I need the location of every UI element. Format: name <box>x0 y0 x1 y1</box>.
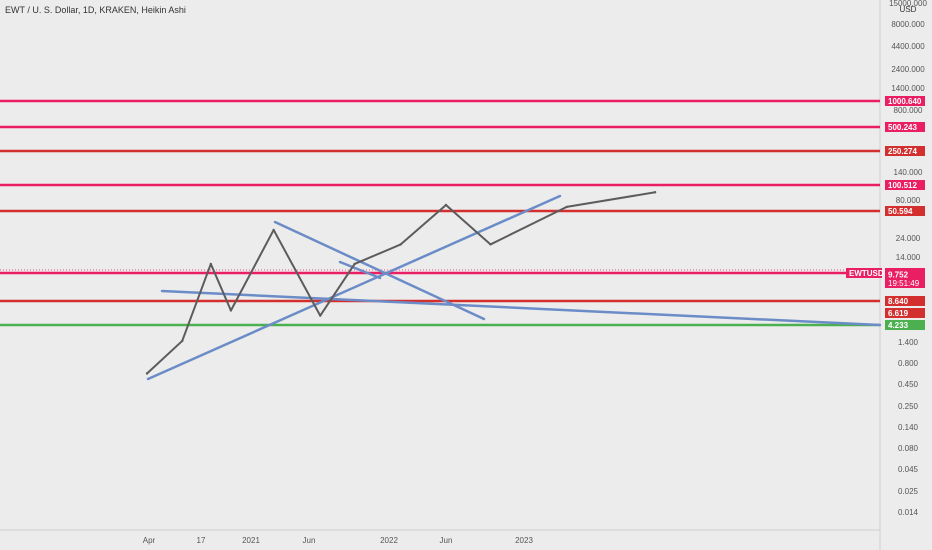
currency-label: USD <box>900 5 917 14</box>
countdown-badge <box>885 278 925 288</box>
price-point <box>229 309 233 312</box>
price-axis[interactable]: 15000.000 8000.000 4400.000 2400.000 1400.00… <box>889 0 927 517</box>
price-tick-label: 800.000 <box>894 106 923 115</box>
price-point <box>399 243 402 246</box>
price-badge-text: 1000.640 <box>888 97 922 106</box>
time-tick-label: 2022 <box>380 536 398 545</box>
price-point <box>444 203 448 207</box>
trendline[interactable] <box>273 220 486 321</box>
trendlines[interactable] <box>146 194 882 381</box>
price-tick-label: 2400.000 <box>891 65 925 74</box>
time-tick-label: Jun <box>440 536 453 545</box>
time-tick-label: Jun <box>303 536 316 545</box>
price-tick-label: 0.800 <box>898 359 919 368</box>
symbol-label: EWTUSD <box>849 269 884 278</box>
price-tick-label: 0.140 <box>898 423 919 432</box>
time-tick-label: Apr <box>143 536 156 545</box>
price-tick-label: 14.000 <box>896 253 921 262</box>
countdown-text: 19:51:49 <box>888 279 920 288</box>
price-tick-label: 0.450 <box>898 380 919 389</box>
price-tick-label: 0.045 <box>898 465 919 474</box>
price-point <box>272 228 275 232</box>
price-point <box>489 243 492 246</box>
price-badge <box>885 296 925 306</box>
price-badge <box>885 146 925 156</box>
time-tick-label: 17 <box>197 536 206 545</box>
price-badge <box>885 320 925 330</box>
symbol-badge <box>846 268 882 278</box>
price-tick-label: 0.250 <box>898 402 919 411</box>
price-badge-text: 8.640 <box>888 297 909 306</box>
price-badge <box>885 269 925 280</box>
price-badge-text: 9.752 <box>888 271 909 280</box>
price-badge-text: 250.274 <box>888 147 917 156</box>
price-tick-label: 15000.000 <box>889 0 927 8</box>
price-badge-text: 6.619 <box>888 309 909 318</box>
price-badge-text: 50.594 <box>888 207 913 216</box>
price-badge <box>885 122 925 132</box>
price-badge-text: 100.512 <box>888 181 917 190</box>
price-badge <box>885 96 925 106</box>
trendline[interactable] <box>146 194 562 381</box>
price-point <box>565 205 568 209</box>
price-badge <box>885 308 925 318</box>
time-axis[interactable]: Apr 17 2021 Jun 2022 Jun 2023 <box>143 536 534 545</box>
price-tick-label: 0.080 <box>898 444 919 453</box>
price-tick-label: 140.000 <box>894 168 923 177</box>
price-badge <box>885 206 925 216</box>
trendline[interactable] <box>338 260 382 280</box>
price-point <box>319 314 322 317</box>
price-label-badges: 1000.640500.243250.274100.51250.5949.822… <box>846 96 925 330</box>
price-line <box>146 191 656 375</box>
price-badge-text: 4.233 <box>888 321 909 330</box>
time-tick-label: 2021 <box>242 536 260 545</box>
price-point <box>181 339 184 343</box>
price-point <box>145 372 149 375</box>
price-point <box>209 262 213 266</box>
price-tick-label: 4400.000 <box>891 42 925 51</box>
time-tick-label: 2023 <box>515 536 533 545</box>
price-tick-label: 1.400 <box>898 338 919 347</box>
horizontal-levels[interactable] <box>0 99 880 327</box>
chart-title: EWT / U. S. Dollar, 1D, KRAKEN, Heikin A… <box>5 5 186 15</box>
price-tick-label: 24.000 <box>896 234 921 243</box>
price-tick-label: 80.000 <box>896 196 921 205</box>
trendline[interactable] <box>160 289 882 327</box>
price-tick-label: 8000.000 <box>891 20 925 29</box>
price-series <box>145 191 657 375</box>
price-tick-label: 1400.000 <box>891 84 925 93</box>
price-tick-label: 0.014 <box>898 508 919 517</box>
price-badge <box>885 180 925 190</box>
price-badge-text: 500.243 <box>888 123 917 132</box>
price-point <box>653 191 657 194</box>
price-point <box>353 262 356 266</box>
price-tick-label: 0.025 <box>898 487 919 496</box>
